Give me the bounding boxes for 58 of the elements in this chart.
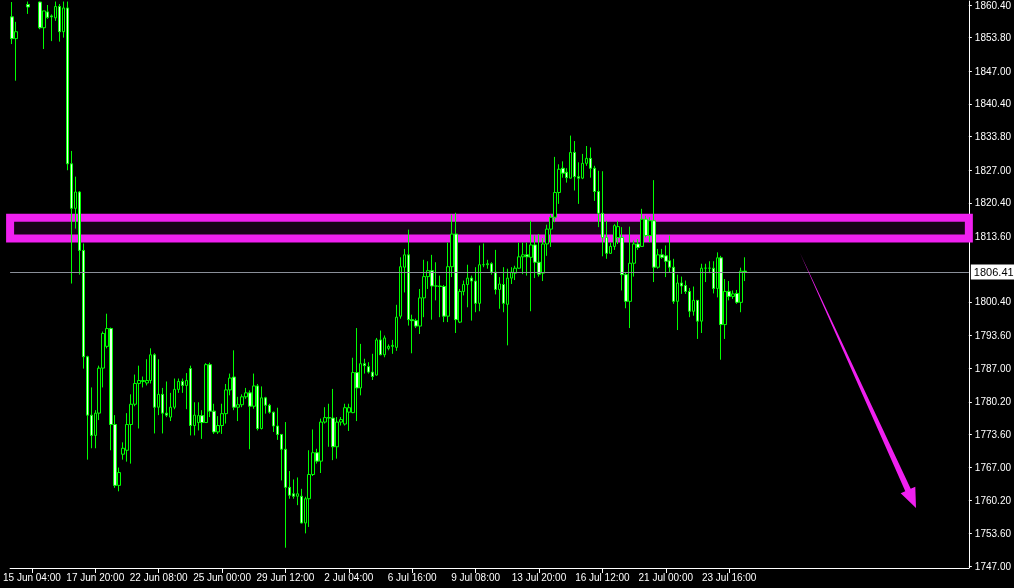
- candlestick: [153, 352, 156, 434]
- candlestick: [454, 212, 458, 334]
- candlestick: [383, 334, 386, 358]
- y-tick-label: 1760.20: [974, 495, 1012, 507]
- candlestick: [521, 241, 525, 275]
- y-tick-label: 1747.00: [974, 560, 1012, 572]
- x-tick-label: 2 Jul 04:00: [324, 571, 374, 583]
- y-tick-label: 1780.20: [974, 396, 1012, 408]
- candlestick: [613, 223, 616, 251]
- x-tick-label: 16 Jul 12:00: [575, 571, 631, 583]
- y-tick-label: 1827.00: [974, 164, 1012, 176]
- y-tick-label: 1820.40: [974, 197, 1012, 209]
- y-tick-label: 1800.40: [974, 296, 1012, 308]
- candlestick: [58, 3, 61, 43]
- ref-line-label: 1806.41: [973, 266, 1014, 279]
- y-tick-label: 1840.40: [974, 98, 1012, 110]
- y-tick-label: 1853.80: [974, 32, 1012, 44]
- candlestick: [719, 255, 723, 361]
- candlestick: [482, 242, 485, 268]
- candlestick: [395, 304, 398, 352]
- candlestick: [26, 1, 30, 15]
- candlestick: [430, 254, 434, 321]
- y-tick-label: 1847.00: [974, 65, 1012, 77]
- y-tick-label: 1767.00: [974, 461, 1012, 473]
- candlestick: [529, 220, 533, 312]
- y-tick-label: 1787.00: [974, 362, 1012, 374]
- y-tick-label: 1813.60: [974, 231, 1012, 243]
- candlestick: [355, 327, 359, 422]
- candlestick: [189, 365, 192, 436]
- x-tick-label: 6 Jul 16:00: [387, 571, 438, 583]
- candlestick: [284, 421, 287, 549]
- x-tick-label: 17 Jun 20:00: [66, 571, 125, 583]
- candlestick: [537, 233, 541, 278]
- y-tick-label: 1773.60: [974, 428, 1012, 440]
- y-tick-label: 1793.60: [974, 329, 1012, 341]
- candlestick: [260, 385, 263, 430]
- candlestick: [343, 403, 347, 427]
- y-tick-label: 1753.60: [974, 527, 1012, 539]
- candlestick: [704, 263, 707, 283]
- y-tick-label: 1860.40: [974, 0, 1012, 11]
- x-tick-label: 25 Jun 00:00: [193, 571, 252, 583]
- candlestick: [331, 388, 335, 461]
- x-tick-label: 21 Jul 00:00: [638, 571, 694, 583]
- x-tick-label: 23 Jul 16:00: [701, 571, 757, 583]
- candlestick: [490, 261, 493, 276]
- x-tick-label: 29 Jun 12:00: [256, 571, 315, 583]
- x-tick-label: 15 Jun 04:00: [2, 571, 62, 583]
- y-tick-label: 1833.80: [974, 131, 1012, 143]
- x-tick-label: 9 Jul 08:00: [451, 571, 501, 583]
- candlestick: [652, 179, 656, 283]
- candlestick: [628, 226, 632, 329]
- candlestick: [137, 365, 141, 429]
- x-tick-label: 22 Jun 08:00: [129, 571, 189, 583]
- candlestick: [601, 170, 604, 257]
- candlestick: [506, 268, 509, 346]
- candlestick: [478, 244, 481, 312]
- x-tick-label: 13 Jul 20:00: [511, 571, 567, 583]
- candlestick: [640, 208, 644, 247]
